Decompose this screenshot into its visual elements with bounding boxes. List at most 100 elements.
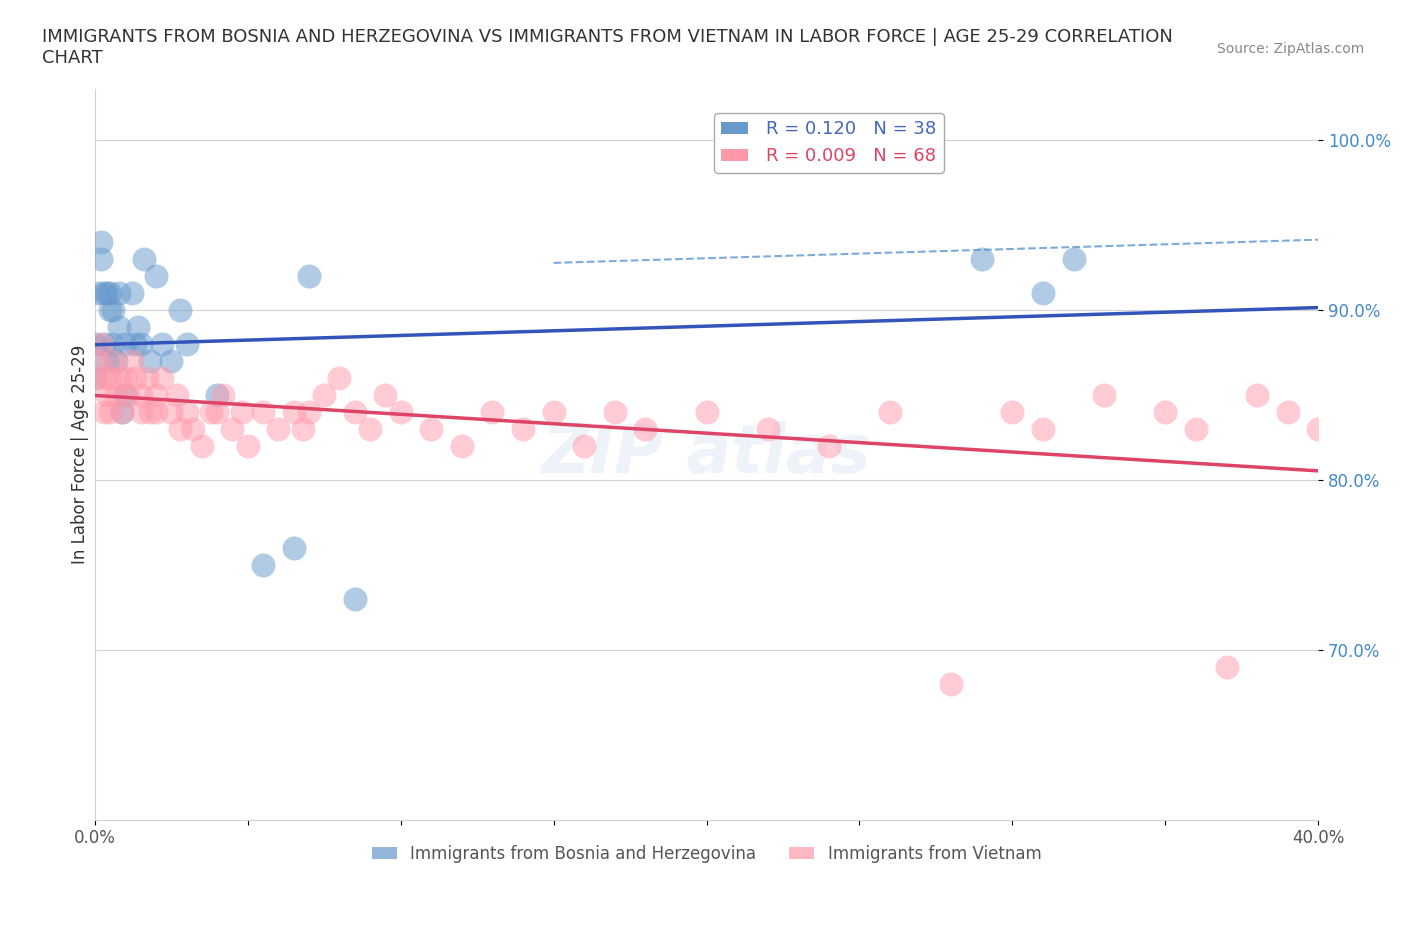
Point bbox=[181, 421, 204, 436]
Point bbox=[343, 591, 366, 606]
Point bbox=[169, 302, 191, 317]
Point bbox=[114, 371, 136, 386]
Point bbox=[1154, 405, 1177, 419]
Point bbox=[359, 421, 381, 436]
Point bbox=[205, 388, 228, 403]
Point bbox=[93, 405, 115, 419]
Point bbox=[96, 353, 118, 368]
Point bbox=[93, 286, 115, 300]
Point bbox=[101, 353, 124, 368]
Point bbox=[283, 540, 305, 555]
Point bbox=[291, 421, 314, 436]
Point bbox=[176, 337, 198, 352]
Point bbox=[96, 388, 118, 403]
Point bbox=[298, 269, 321, 284]
Point bbox=[1001, 405, 1024, 419]
Point bbox=[1032, 421, 1054, 436]
Point bbox=[129, 388, 152, 403]
Point bbox=[129, 337, 152, 352]
Text: ZIP atlas: ZIP atlas bbox=[541, 421, 872, 487]
Point bbox=[221, 421, 243, 436]
Point bbox=[236, 439, 259, 454]
Point bbox=[450, 439, 472, 454]
Point bbox=[127, 320, 149, 335]
Text: Source: ZipAtlas.com: Source: ZipAtlas.com bbox=[1216, 42, 1364, 56]
Point bbox=[481, 405, 503, 419]
Point bbox=[941, 676, 963, 691]
Point bbox=[603, 405, 626, 419]
Point bbox=[93, 337, 115, 352]
Point bbox=[90, 252, 112, 267]
Point bbox=[132, 252, 155, 267]
Point bbox=[83, 337, 105, 352]
Point bbox=[970, 252, 993, 267]
Point bbox=[314, 388, 336, 403]
Point bbox=[1092, 388, 1115, 403]
Point bbox=[374, 388, 396, 403]
Point bbox=[124, 371, 146, 386]
Point bbox=[389, 405, 412, 419]
Point bbox=[879, 405, 901, 419]
Point bbox=[121, 286, 143, 300]
Point bbox=[212, 388, 235, 403]
Point bbox=[543, 405, 565, 419]
Point bbox=[90, 337, 112, 352]
Point bbox=[150, 371, 173, 386]
Point bbox=[117, 388, 139, 403]
Point bbox=[231, 405, 253, 419]
Legend: Immigrants from Bosnia and Herzegovina, Immigrants from Vietnam: Immigrants from Bosnia and Herzegovina, … bbox=[366, 838, 1047, 870]
Point bbox=[420, 421, 443, 436]
Point bbox=[105, 353, 128, 368]
Point bbox=[124, 337, 146, 352]
Point bbox=[98, 371, 121, 386]
Point bbox=[90, 234, 112, 249]
Point bbox=[267, 421, 290, 436]
Point bbox=[634, 421, 657, 436]
Point bbox=[1215, 659, 1237, 674]
Point bbox=[200, 405, 222, 419]
Point bbox=[83, 371, 105, 386]
Point bbox=[87, 353, 110, 368]
Y-axis label: In Labor Force | Age 25-29: In Labor Force | Age 25-29 bbox=[72, 345, 89, 565]
Point bbox=[176, 405, 198, 419]
Point bbox=[87, 286, 110, 300]
Point bbox=[512, 421, 534, 436]
Point bbox=[298, 405, 321, 419]
Point bbox=[1246, 388, 1268, 403]
Point bbox=[111, 405, 134, 419]
Point bbox=[129, 405, 152, 419]
Point bbox=[252, 405, 274, 419]
Point bbox=[114, 337, 136, 352]
Point bbox=[114, 388, 136, 403]
Point bbox=[139, 405, 162, 419]
Point bbox=[818, 439, 841, 454]
Point bbox=[83, 371, 105, 386]
Point bbox=[191, 439, 214, 454]
Point bbox=[756, 421, 779, 436]
Point bbox=[145, 405, 167, 419]
Point bbox=[108, 371, 131, 386]
Point bbox=[145, 388, 167, 403]
Point bbox=[160, 405, 183, 419]
Point bbox=[328, 371, 350, 386]
Point bbox=[101, 337, 124, 352]
Point bbox=[343, 405, 366, 419]
Point bbox=[111, 405, 134, 419]
Point bbox=[1185, 421, 1208, 436]
Point bbox=[101, 302, 124, 317]
Point bbox=[205, 405, 228, 419]
Point bbox=[135, 371, 157, 386]
Point bbox=[98, 302, 121, 317]
Point bbox=[166, 388, 188, 403]
Point bbox=[105, 388, 128, 403]
Point bbox=[283, 405, 305, 419]
Point bbox=[1277, 405, 1299, 419]
Point bbox=[572, 439, 595, 454]
Point bbox=[98, 405, 121, 419]
Point bbox=[121, 353, 143, 368]
Point bbox=[139, 353, 162, 368]
Point bbox=[169, 421, 191, 436]
Point bbox=[93, 371, 115, 386]
Point bbox=[108, 286, 131, 300]
Point bbox=[160, 353, 183, 368]
